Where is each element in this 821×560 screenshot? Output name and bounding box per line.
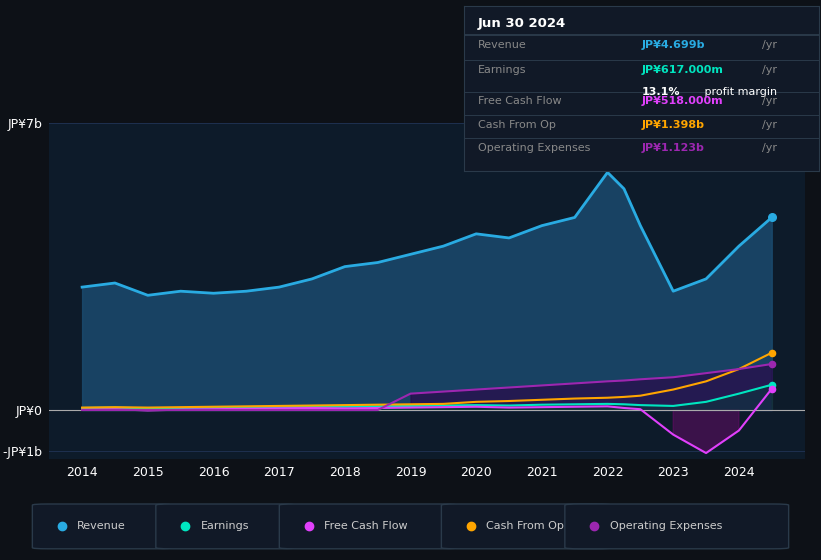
Text: /yr: /yr bbox=[762, 65, 777, 75]
Text: Earnings: Earnings bbox=[478, 65, 526, 75]
Text: /yr: /yr bbox=[762, 96, 777, 106]
Text: JP¥617.000m: JP¥617.000m bbox=[641, 65, 723, 75]
Point bbox=[765, 380, 778, 389]
Text: Operating Expenses: Operating Expenses bbox=[478, 143, 590, 153]
FancyBboxPatch shape bbox=[442, 504, 611, 549]
Text: /yr: /yr bbox=[762, 40, 777, 50]
FancyBboxPatch shape bbox=[156, 504, 295, 549]
FancyBboxPatch shape bbox=[565, 504, 789, 549]
Point bbox=[765, 213, 778, 222]
Point bbox=[765, 348, 778, 357]
Text: /yr: /yr bbox=[762, 119, 777, 129]
Point bbox=[765, 360, 778, 368]
Text: Revenue: Revenue bbox=[478, 40, 527, 50]
Text: Free Cash Flow: Free Cash Flow bbox=[478, 96, 562, 106]
Text: Jun 30 2024: Jun 30 2024 bbox=[478, 17, 566, 30]
Text: Cash From Op: Cash From Op bbox=[486, 521, 564, 531]
Text: Revenue: Revenue bbox=[77, 521, 126, 531]
Text: /yr: /yr bbox=[762, 143, 777, 153]
Text: profit margin: profit margin bbox=[701, 86, 777, 96]
Text: JP¥4.699b: JP¥4.699b bbox=[641, 40, 704, 50]
FancyBboxPatch shape bbox=[32, 504, 172, 549]
Text: 13.1%: 13.1% bbox=[641, 86, 680, 96]
FancyBboxPatch shape bbox=[279, 504, 456, 549]
Text: Operating Expenses: Operating Expenses bbox=[610, 521, 722, 531]
Text: Earnings: Earnings bbox=[200, 521, 249, 531]
Text: JP¥1.123b: JP¥1.123b bbox=[641, 143, 704, 153]
Point bbox=[765, 384, 778, 393]
Text: JP¥1.398b: JP¥1.398b bbox=[641, 119, 704, 129]
Text: Free Cash Flow: Free Cash Flow bbox=[324, 521, 408, 531]
Text: JP¥518.000m: JP¥518.000m bbox=[641, 96, 722, 106]
Text: Cash From Op: Cash From Op bbox=[478, 119, 556, 129]
